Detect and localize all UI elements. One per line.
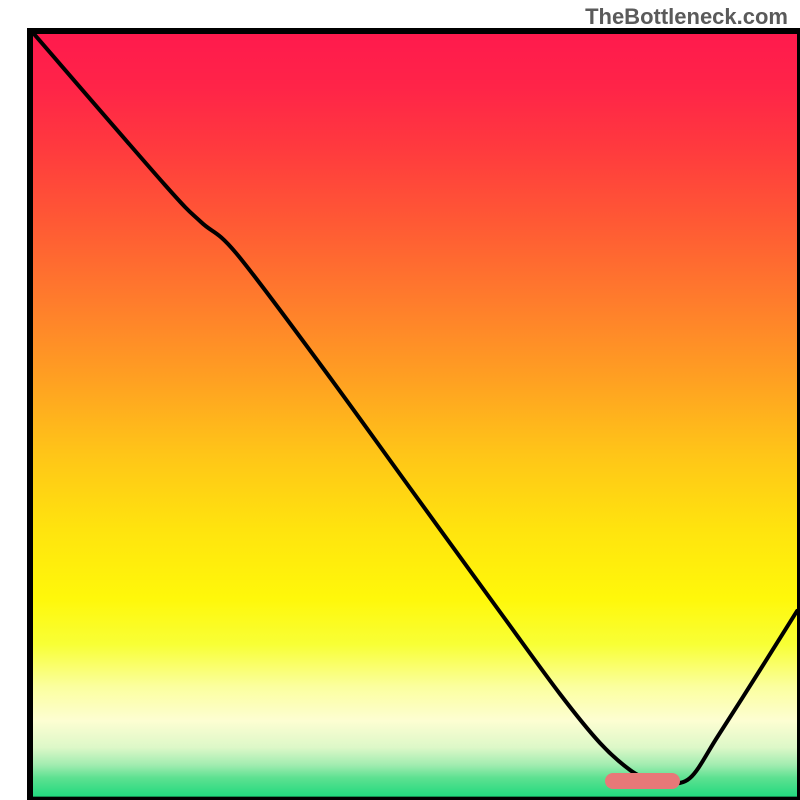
watermark-text: TheBottleneck.com xyxy=(585,4,788,30)
gradient-background xyxy=(33,34,797,797)
chart-svg xyxy=(0,0,800,800)
optimum-marker xyxy=(605,773,680,789)
chart-canvas: { "watermark": { "text": "TheBottleneck.… xyxy=(0,0,800,800)
